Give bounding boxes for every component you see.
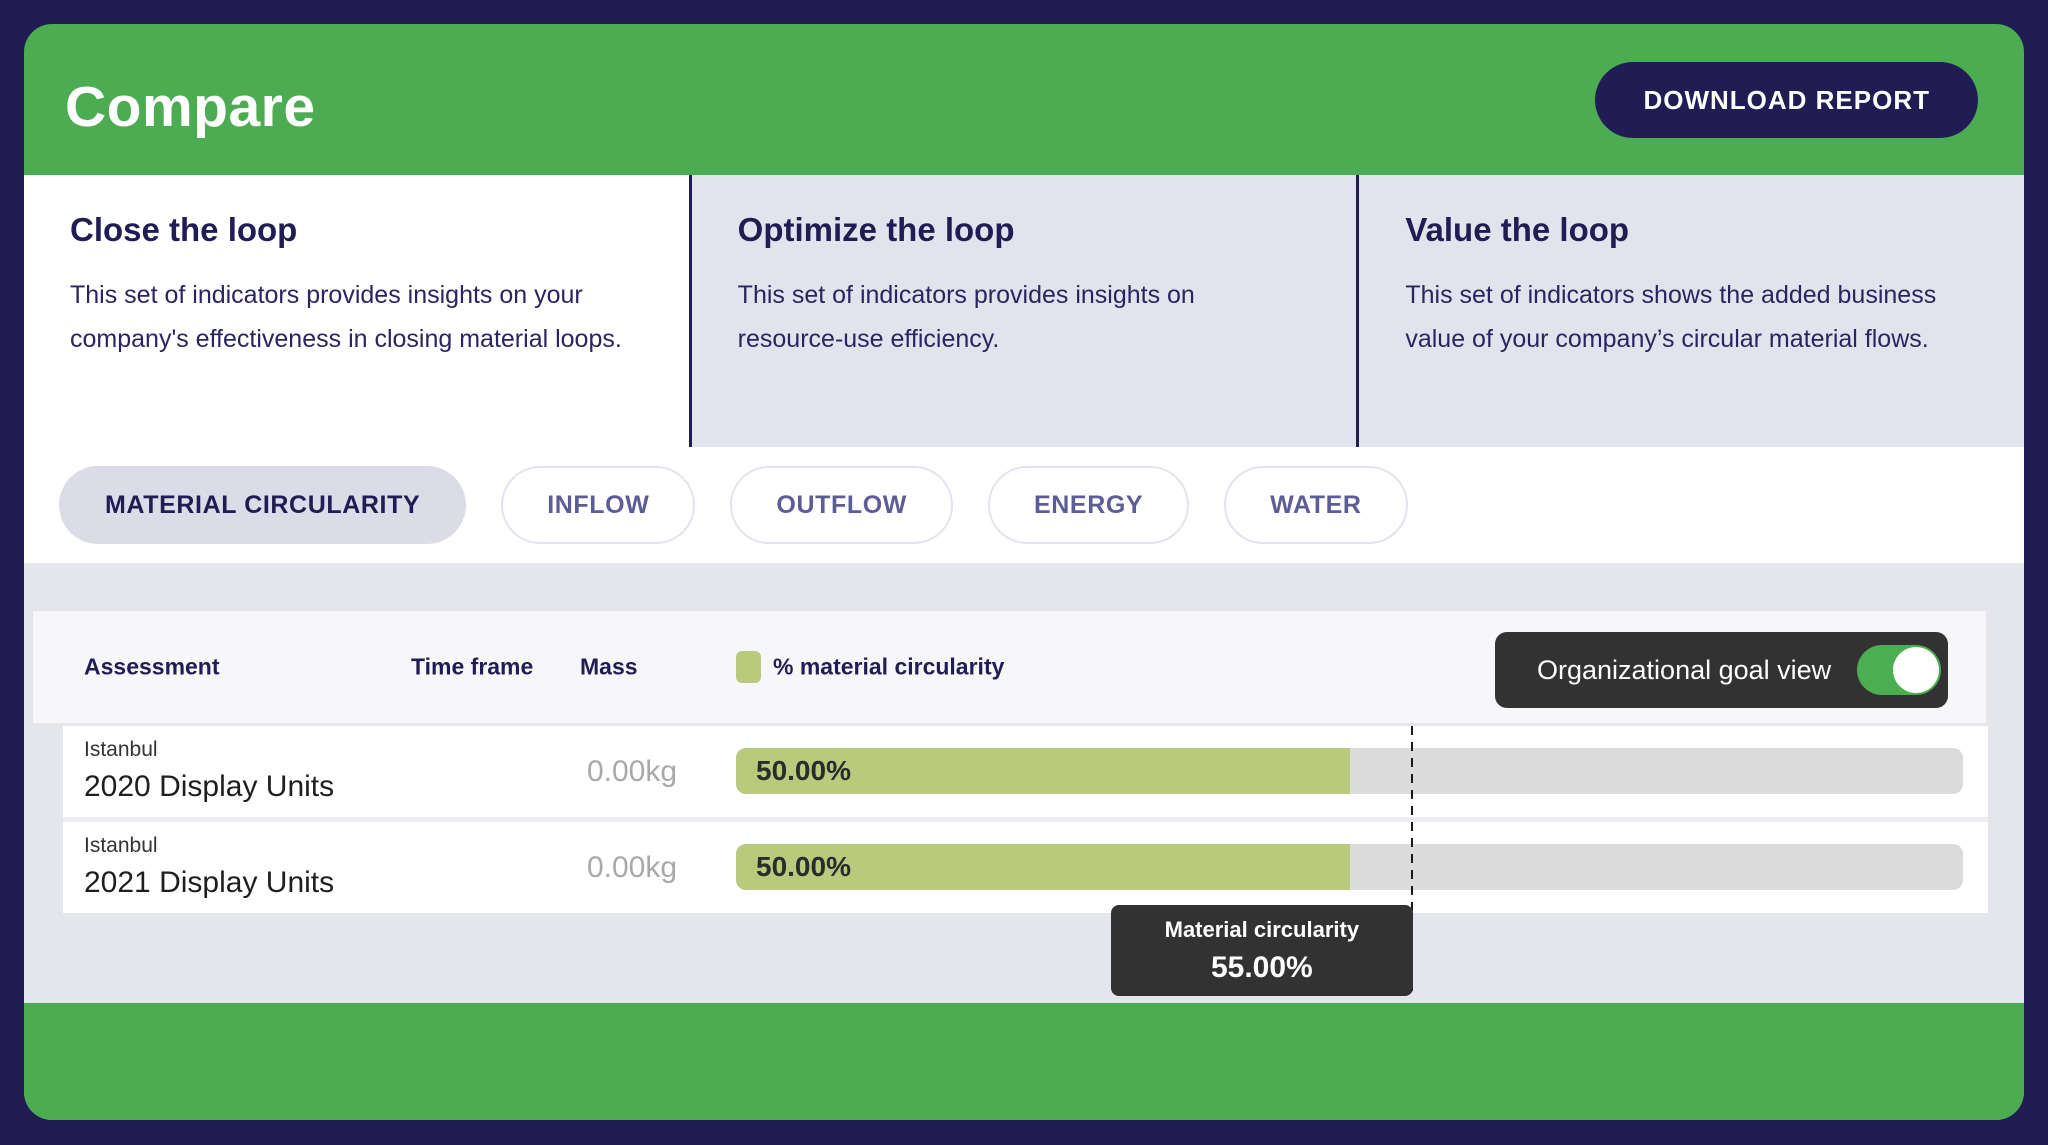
row-mass-value: 0.00kg <box>586 754 678 788</box>
row-assessment-name: 2020 Display Units <box>84 770 335 803</box>
row-location: Istanbul <box>84 834 158 857</box>
column-assessment-label: Assessment <box>84 653 220 680</box>
download-report-button[interactable]: DOWNLOAD REPORT <box>1595 62 1978 138</box>
circularity-bar-fill: 50.00% <box>736 844 1350 890</box>
goal-marker-line <box>1410 726 1413 996</box>
organizational-goal-view-toggle[interactable]: Organizational goal view <box>1495 632 1948 708</box>
table-row[interactable]: Istanbul 2020 Display Units 0.00kg 50.00… <box>63 726 1988 817</box>
row-mass-value: 0.00kg <box>586 850 678 884</box>
loop-card-optimize[interactable]: Optimize the loop This set of indicators… <box>688 175 1357 447</box>
loop-card-close[interactable]: Close the loop This set of indicators pr… <box>24 175 689 447</box>
loop-sections: Close the loop This set of indicators pr… <box>24 175 2024 447</box>
goal-tooltip-title: Material circularity <box>1164 916 1360 942</box>
circularity-bar-track: 50.00% <box>736 844 1963 890</box>
row-assessment-name: 2021 Display Units <box>84 866 335 899</box>
toggle-knob <box>1893 647 1940 693</box>
goal-tooltip-value: 55.00% <box>1210 950 1313 984</box>
loop-card-title: Close the loop <box>70 211 298 248</box>
loop-card-description: This set of indicators provides insights… <box>70 281 622 353</box>
indicator-tabs-bar: MATERIAL CIRCULARITY INFLOW OUTFLOW ENER… <box>24 447 2024 563</box>
circularity-legend-swatch <box>736 651 761 683</box>
loop-card-description: This set of indicators provides insights… <box>737 281 1195 353</box>
tab-material-circularity[interactable]: MATERIAL CIRCULARITY <box>59 466 467 544</box>
table-row[interactable]: Istanbul 2021 Display Units 0.00kg 50.00… <box>63 822 1988 913</box>
tab-outflow[interactable]: OUTFLOW <box>730 466 953 544</box>
loop-card-description: This set of indicators shows the added b… <box>1405 281 1937 353</box>
circularity-bar-value: 50.00% <box>756 755 851 786</box>
compare-page-card: Compare DOWNLOAD REPORT Close the loop T… <box>24 24 2024 1120</box>
column-timeframe-label: Time frame <box>411 653 534 680</box>
loop-card-value[interactable]: Value the loop This set of indicators sh… <box>1356 175 2024 447</box>
circularity-bar-fill: 50.00% <box>736 748 1350 794</box>
goal-marker-tooltip: Material circularity 55.00% <box>1110 905 1413 996</box>
loop-card-title: Value the loop <box>1405 211 1630 248</box>
comparison-panel: Assessment Time frame Mass % material ci… <box>24 563 2024 1003</box>
tab-inflow[interactable]: INFLOW <box>501 466 696 544</box>
toggle-switch-on[interactable] <box>1857 645 1942 695</box>
row-divider <box>63 817 1988 822</box>
tab-water[interactable]: WATER <box>1224 466 1408 544</box>
circularity-bar-track: 50.00% <box>736 748 1963 794</box>
row-location: Istanbul <box>84 738 158 761</box>
tab-energy[interactable]: ENERGY <box>987 466 1190 544</box>
page-title: Compare <box>65 75 316 139</box>
column-mass-label: Mass <box>580 653 638 680</box>
toggle-label: Organizational goal view <box>1537 654 1832 685</box>
assessment-rows: Istanbul 2020 Display Units 0.00kg 50.00… <box>63 726 1988 913</box>
page-header: Compare DOWNLOAD REPORT <box>24 24 2024 175</box>
column-circularity-label: % material circularity <box>773 653 1005 680</box>
circularity-bar-value: 50.00% <box>756 851 851 882</box>
table-header-row: Assessment Time frame Mass % material ci… <box>33 611 1986 723</box>
page-footer <box>24 1003 2024 1120</box>
loop-card-title: Optimize the loop <box>737 211 1015 248</box>
